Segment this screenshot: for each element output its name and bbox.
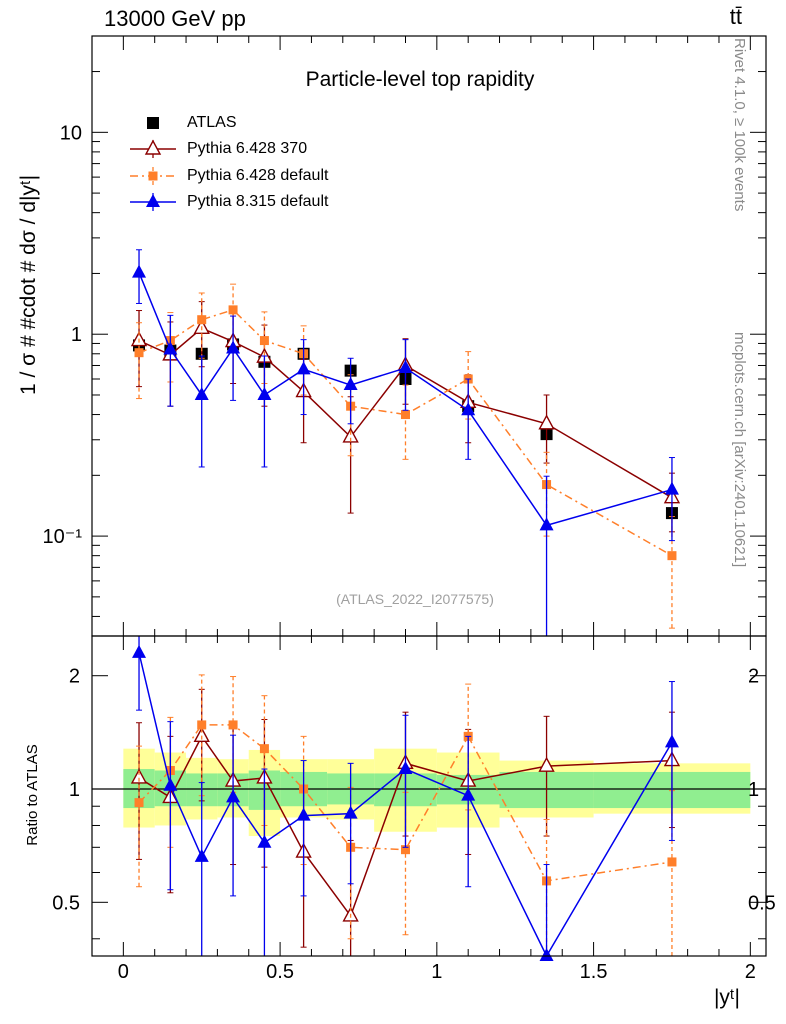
data-series xyxy=(130,249,681,961)
legend-marker xyxy=(146,194,160,207)
ratio-y-tick-label-right: 0.5 xyxy=(748,892,776,914)
main-y-tick-label: 10 xyxy=(60,122,82,144)
axis-ticks: 0 0.5 1 1.5 2 10⁻¹ 1 10 0.5 0.5 1 1 2 2 xyxy=(43,35,776,983)
ratio-y-axis-title: Ratio to ATLAS xyxy=(24,744,41,846)
ratio-y-tick-label-left: 2 xyxy=(69,666,80,688)
main-data-point xyxy=(197,315,207,325)
ratio-series-line xyxy=(138,724,673,882)
main-data-point xyxy=(226,340,241,354)
main-data-point xyxy=(461,402,476,416)
ratio-series-2 xyxy=(132,635,679,961)
ratio-y-tick-label-left: 0.5 xyxy=(52,892,80,914)
main-data-point xyxy=(259,336,269,346)
main-data-point xyxy=(398,360,413,374)
x-tick-label: 1 xyxy=(431,961,442,983)
legend-marker xyxy=(144,139,162,155)
main-data-point xyxy=(664,481,679,495)
legend-swatch-2 xyxy=(130,167,176,185)
ratio-y-tick-label-left: 1 xyxy=(69,779,80,801)
main-y-tick-label: 10⁻¹ xyxy=(43,526,83,548)
ratio-data-point xyxy=(130,768,148,784)
main-data-point xyxy=(400,410,410,420)
ratio-y-tick-label-right: 1 xyxy=(748,779,759,801)
x-axis-title: |yᵗ| xyxy=(713,986,740,1009)
ratio-data-point xyxy=(259,744,269,754)
main-data-point xyxy=(257,386,272,400)
ratio-data-point xyxy=(194,848,209,862)
ratio-data-point xyxy=(134,798,144,808)
ratio-data-point xyxy=(296,807,311,821)
main-data-point xyxy=(134,348,144,358)
legend-swatch-3 xyxy=(130,193,176,211)
main-data-point xyxy=(132,264,147,278)
main-series-2 xyxy=(134,283,677,629)
ratio-data-point xyxy=(163,777,178,791)
legend-label-pythia6-370: Pythia 6.428 370 xyxy=(187,140,308,157)
main-title: Particle-level top rapidity xyxy=(305,68,535,91)
main-data-point xyxy=(228,305,238,315)
ratio-data-point xyxy=(132,644,147,658)
x-tick-label: 1.5 xyxy=(580,961,608,983)
main-data-point xyxy=(343,377,358,391)
ratio-data-point xyxy=(400,845,410,855)
ratio-data-point xyxy=(667,857,677,867)
main-data-point xyxy=(538,414,555,430)
main-series-line xyxy=(138,309,673,557)
ratio-data-point xyxy=(226,789,241,803)
ratio-data-point xyxy=(664,734,679,748)
ratio-data-point xyxy=(197,720,207,730)
main-data-point xyxy=(296,361,311,375)
main-y-tick-label: 1 xyxy=(71,324,82,346)
legend xyxy=(130,117,176,211)
main-data-point xyxy=(342,427,359,443)
x-tick-label: 0.5 xyxy=(266,961,294,983)
legend-label-atlas: ATLAS xyxy=(187,114,237,131)
legend-swatch-1 xyxy=(130,139,176,158)
legend-label-pythia8-default: Pythia 8.315 default xyxy=(187,193,329,210)
ratio-y-tick-label-right: 2 xyxy=(748,666,759,688)
ratio-data-point xyxy=(538,756,555,772)
legend-marker xyxy=(148,171,158,181)
analysis-watermark: (ATLAS_2022_I2077575) xyxy=(336,591,494,607)
main-data-point xyxy=(163,341,178,355)
main-y-axis-title: 1 / σ # #cdot # dσ / d|yᵗ| xyxy=(17,174,40,396)
main-data-point xyxy=(539,517,554,531)
legend-label-pythia6-default: Pythia 6.428 default xyxy=(187,167,329,184)
x-tick-label: 2 xyxy=(745,961,756,983)
main-data-point xyxy=(667,551,677,561)
ratio-data-point xyxy=(193,726,210,743)
mcplots-citation-label: mcplots.cern.ch [arXiv:2401.10621] xyxy=(731,332,748,568)
ratio-data-point xyxy=(539,948,554,961)
x-tick-label: 0 xyxy=(118,961,129,983)
main-series-3 xyxy=(132,249,679,637)
legend-marker xyxy=(147,117,159,129)
ratio-data-point xyxy=(257,834,272,848)
energy-label: 13000 GeV pp xyxy=(104,6,246,31)
main-data-point xyxy=(194,386,209,400)
axis-frames xyxy=(91,35,767,957)
ratio-data-point xyxy=(343,805,358,819)
ratio-data-point xyxy=(461,787,476,801)
ratio-data-point xyxy=(398,761,413,775)
ratio-data-point xyxy=(228,720,238,730)
rivet-version-label: Rivet 4.1.0, ≥ 100k events xyxy=(731,38,748,212)
ratio-plot-frame xyxy=(91,635,767,957)
legend-swatch-0 xyxy=(147,117,159,129)
process-label: tt̄ xyxy=(729,4,742,29)
